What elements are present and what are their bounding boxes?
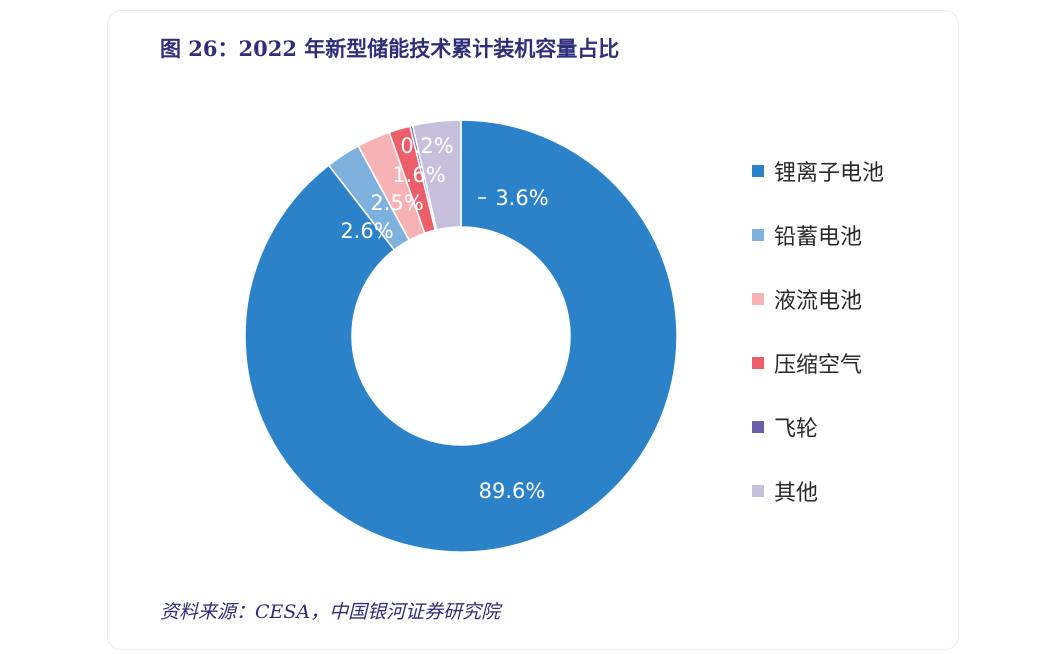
legend-label: 锂离子电池 xyxy=(774,161,885,186)
data-label-4: 0.2% xyxy=(400,134,453,158)
data-label-2: 2.5% xyxy=(370,191,423,215)
legend-item: 飞轮 xyxy=(752,411,818,443)
legend-swatch xyxy=(752,229,764,241)
legend-item: 液流电池 xyxy=(752,283,862,315)
legend-label: 压缩空气 xyxy=(774,353,863,378)
chart-title: 图 26：2022 年新型储能技术累计装机容量占比 xyxy=(160,36,620,61)
data-label-1: 2.6% xyxy=(340,219,393,243)
legend-swatch xyxy=(752,165,764,177)
legend-item: 其他 xyxy=(752,475,818,507)
legend-item: 铅蓄电池 xyxy=(752,219,862,251)
legend-label: 飞轮 xyxy=(774,417,819,442)
legend-item: 压缩空气 xyxy=(752,347,862,379)
legend-swatch xyxy=(752,421,764,433)
slice-0 xyxy=(244,119,678,553)
legend-item: 锂离子电池 xyxy=(752,155,884,187)
slice-5 xyxy=(411,119,462,231)
legend-swatch xyxy=(752,357,764,369)
legend-label: 其他 xyxy=(774,481,819,506)
legend-label: 铅蓄电池 xyxy=(774,225,863,250)
legend-swatch xyxy=(752,293,764,305)
legend-swatch xyxy=(752,485,764,497)
data-label-3: 1.6% xyxy=(392,163,445,187)
data-label-0: 89.6% xyxy=(479,479,546,503)
data-label-5: 3.6% xyxy=(495,186,548,210)
legend-label: 液流电池 xyxy=(774,289,863,314)
source-note: 资料来源：CESA，中国银河证券研究院 xyxy=(160,601,501,623)
